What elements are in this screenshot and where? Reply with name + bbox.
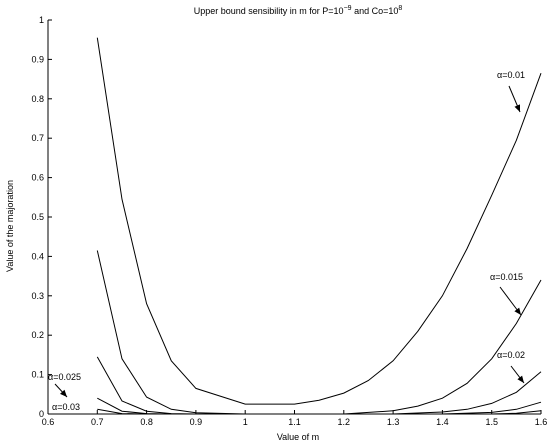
y-tick-label: 0.7 (31, 133, 44, 143)
annotation-arrowhead (514, 307, 521, 315)
series-annotation-label: α=0.025 (48, 372, 81, 382)
x-axis-label: Value of m (277, 432, 319, 442)
y-tick-label: 1 (39, 15, 44, 25)
y-tick-label: 0.2 (31, 330, 44, 340)
chart-title-middle: and Co=10 (352, 6, 399, 16)
series-annotation-label: α=0.01 (497, 70, 525, 80)
y-tick-label: 0.8 (31, 94, 44, 104)
series-line-0.01 (96, 37, 542, 405)
x-tick-label: 1.2 (338, 417, 351, 427)
series-annotation-label: α=0.015 (490, 272, 523, 282)
chart-title: Upper bound sensibility in m for P=10−9 … (194, 5, 403, 16)
y-tick-label: 0 (39, 409, 44, 419)
x-tick-label: 1.5 (485, 417, 498, 427)
y-tick-label: 0.6 (31, 173, 44, 183)
annotation-arrowhead (517, 375, 524, 383)
x-tick-label: 1 (243, 417, 248, 427)
series-annotation-label: α=0.02 (497, 350, 525, 360)
y-axis-label: Value of the majoration (5, 180, 15, 272)
x-tick-label: 0.7 (91, 417, 104, 427)
x-tick-label: 1.6 (535, 417, 547, 427)
x-tick-label: 1.3 (387, 417, 400, 427)
series-line-0.03 (97, 408, 542, 415)
y-tick-label: 0.3 (31, 291, 44, 301)
series-line-0.015 (96, 250, 542, 415)
x-tick-label: 0.8 (140, 417, 153, 427)
chart-title-p-exponent: −9 (344, 5, 352, 12)
x-tick-label: 0.6 (42, 417, 55, 427)
x-tick-label: 0.9 (190, 417, 203, 427)
annotation-layer: α=0.01 α=0.015 α=0.02 α=0.025 α=0.03 (48, 70, 525, 412)
series-annotation-label: α=0.03 (52, 402, 80, 412)
chart-title-co-exponent: 8 (398, 5, 402, 12)
y-tick-label: 0.1 (31, 370, 44, 380)
y-tick-label: 0.9 (31, 54, 44, 64)
annotation-arrowhead (514, 104, 520, 112)
chart-title-prefix: Upper bound sensibility in m for P=10 (194, 6, 344, 16)
x-tick-label: 1.1 (288, 417, 301, 427)
y-tick-label: 0.5 (31, 212, 44, 222)
series-layer (96, 37, 542, 415)
x-tick-label: 1.4 (436, 417, 449, 427)
y-tick-label: 0.4 (31, 251, 44, 261)
axes: 0.6 0.7 0.8 0.9 1 1.1 1.2 1.3 1.4 1.5 1.6 0 0.1 0.2 0.… (31, 15, 547, 427)
annotation-arrowhead (60, 389, 67, 397)
